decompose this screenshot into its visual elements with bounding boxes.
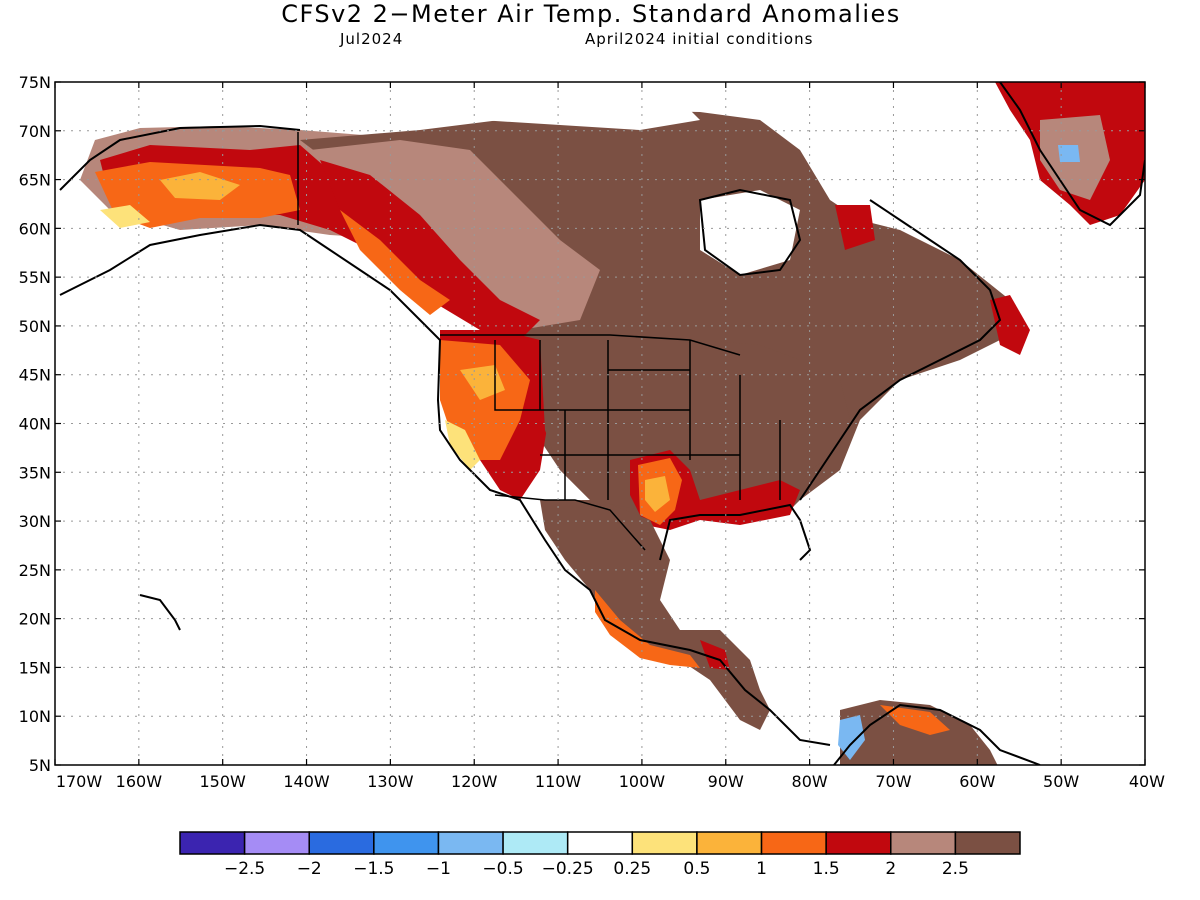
coastline-layer xyxy=(59,82,1145,765)
lon-label: 160W xyxy=(116,772,163,791)
coastline-hawaii xyxy=(139,594,181,631)
coastline-south-america xyxy=(832,703,1041,765)
lat-label: 20N xyxy=(19,610,51,629)
anomaly-region-white-arctic xyxy=(440,95,700,130)
anomaly-region-yellow-oregon xyxy=(460,365,505,400)
colorbar-swatch xyxy=(631,831,698,855)
coastline-greenland xyxy=(999,82,1145,227)
lon-label: 70W xyxy=(875,772,911,791)
chart-title: CFSv2 2−Meter Air Temp. Standard Anomali… xyxy=(281,0,901,28)
anomaly-region-red-labrador xyxy=(990,295,1030,355)
colorbar-swatch xyxy=(566,831,634,855)
lat-label: 40N xyxy=(19,415,51,434)
lat-label: 25N xyxy=(19,561,51,580)
lat-label: 35N xyxy=(19,463,51,482)
anomaly-region-yellow-california xyxy=(445,420,480,470)
lat-label: 75N xyxy=(19,73,51,92)
lon-label: 40W xyxy=(1129,772,1165,791)
anomaly-fill-layer xyxy=(80,82,1145,765)
lon-label: 50W xyxy=(1043,772,1079,791)
anomaly-region-red-eastcanada xyxy=(835,205,875,250)
lon-label: 80W xyxy=(792,772,828,791)
colorbar-label: −2.5 xyxy=(224,859,265,879)
coastline-north-america xyxy=(59,124,1002,746)
colorbar-swatch xyxy=(696,831,763,855)
lon-label: 60W xyxy=(959,772,995,791)
colorbar-swatch xyxy=(825,831,892,855)
anomaly-region-cool-greenland xyxy=(1058,145,1080,162)
colorbar-label: −1 xyxy=(426,859,451,879)
lon-label: 130W xyxy=(367,772,414,791)
colorbar-label: −0.25 xyxy=(542,859,594,879)
lat-label: 55N xyxy=(19,268,51,287)
border-layer xyxy=(297,132,781,551)
lon-label: 120W xyxy=(451,772,498,791)
colorbar-label: 1 xyxy=(756,859,767,879)
lat-label: 50N xyxy=(19,317,51,336)
anomaly-region-lightyellow-alaska xyxy=(100,205,150,228)
lat-label: 10N xyxy=(19,707,51,726)
colorbar-swatch xyxy=(437,831,504,855)
lon-label: 150W xyxy=(200,772,247,791)
anomaly-region-brown-centralus xyxy=(540,335,850,520)
lon-label: 110W xyxy=(535,772,582,791)
colorbar-labels: −2.5 −2 −1.5 −1 −0.5 −0.25 0.25 0.5 1 1.5 2 2.5 xyxy=(224,859,969,879)
lat-label: 30N xyxy=(19,512,51,531)
anomaly-region-orange-mexico-coast xyxy=(595,590,700,668)
lat-label: 15N xyxy=(19,658,51,677)
anomaly-region-yellow-alaska xyxy=(160,172,240,200)
longitude-labels: 170W 160W 150W 140W 130W 120W 110W 100W 90W 80W 70… xyxy=(56,772,1165,791)
colorbar-swatch xyxy=(760,831,827,855)
colorbar-swatch xyxy=(243,831,310,855)
anomaly-region-red-westcanada xyxy=(320,160,540,340)
colorbar-swatch xyxy=(502,831,569,855)
anomaly-region-brown-mexico xyxy=(540,500,770,730)
anomaly-region-white-hudson xyxy=(700,190,800,275)
lat-label: 5N xyxy=(29,756,51,775)
lat-label: 60N xyxy=(19,219,51,238)
anomaly-region-orange-westcanada xyxy=(340,210,450,315)
us-mexico-border xyxy=(494,494,646,551)
colorbar-label: 2 xyxy=(885,859,896,879)
lat-label: 70N xyxy=(19,122,51,141)
anomaly-region-cool-colombia xyxy=(838,715,865,760)
colorbar-label: 2.5 xyxy=(942,859,969,879)
axis-ticks xyxy=(54,81,1146,766)
lon-label: 170W xyxy=(56,772,103,791)
colorbar xyxy=(179,831,1021,855)
colorbar-swatch xyxy=(179,831,246,855)
init-conditions-label: April2024 initial conditions xyxy=(585,30,814,48)
latitude-labels: 75N 70N 65N 60N 55N 50N 45N 40N 35N 30N 25N 20N 15N 1… xyxy=(19,73,51,775)
us-canada-border xyxy=(440,334,741,356)
valid-month-label: Jul2024 xyxy=(340,30,404,48)
anomaly-region-orange-southamerica xyxy=(880,705,950,735)
state-lines xyxy=(494,340,781,500)
colorbar-label: −0.5 xyxy=(482,859,523,879)
colorbar-swatch xyxy=(890,831,957,855)
graticule xyxy=(55,82,1145,765)
colorbar-label: −1.5 xyxy=(353,859,394,879)
colorbar-label: 0.5 xyxy=(683,859,710,879)
lon-label: 140W xyxy=(283,772,330,791)
colorbar-swatch xyxy=(308,831,375,855)
colorbar-swatch xyxy=(373,831,440,855)
colorbar-label: −2 xyxy=(297,859,322,879)
colorbar-label: 0.25 xyxy=(613,859,651,879)
lon-label: 90W xyxy=(708,772,744,791)
coastline-hudson-bay xyxy=(698,188,802,277)
anomaly-region-yellow-texas xyxy=(645,476,670,512)
lat-label: 65N xyxy=(19,171,51,190)
colorbar-swatch xyxy=(954,831,1021,855)
colorbar-label: 1.5 xyxy=(813,859,840,879)
lat-label: 45N xyxy=(19,366,51,385)
lon-label: 100W xyxy=(619,772,666,791)
